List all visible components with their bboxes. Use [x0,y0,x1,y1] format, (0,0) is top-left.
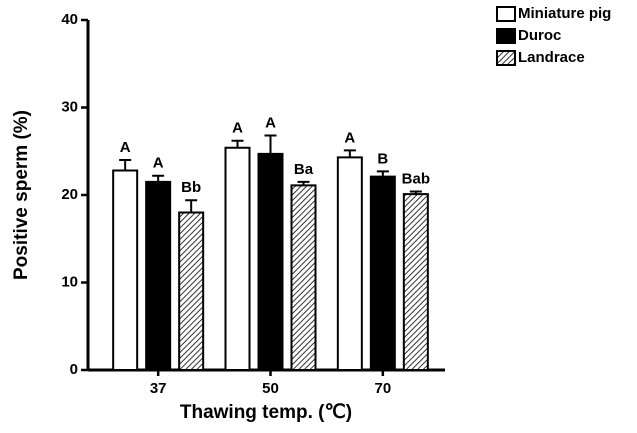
y-tick-label: 30 [61,98,78,115]
bar-annotation: Bb [181,179,201,196]
legend-label: Duroc [518,27,561,44]
bar [178,211,205,371]
bar [145,180,172,371]
legend-label: Landrace [518,49,585,66]
bar-annotation: A [153,155,164,172]
x-tick-label: 50 [262,380,279,397]
bar [402,193,429,371]
bar-annotation: Ba [294,161,314,178]
y-tick-label: 10 [61,273,78,290]
x-axis-title: Thawing temp. (℃) [180,402,352,423]
x-tick-label: 37 [150,380,167,397]
legend-label: Miniature pig [518,5,611,22]
legend-swatch [496,28,516,44]
bar [257,152,284,371]
bar-annotation: B [377,150,388,167]
bar [112,169,139,371]
bar [290,184,317,371]
bar [224,146,251,371]
bar-annotation: A [265,114,276,131]
legend-swatch [496,6,516,22]
bar [336,156,363,371]
y-axis-title: Positive sperm (%) [11,110,32,280]
y-tick-label: 0 [70,361,78,378]
bar-annotation: Bab [402,170,430,187]
bar-annotation: A [344,129,355,146]
y-tick-label: 40 [61,11,78,28]
legend-swatch [496,50,516,66]
y-tick-label: 20 [61,186,78,203]
bar-annotation: A [120,139,131,156]
bar [369,175,396,371]
x-tick-label: 70 [374,380,391,397]
bar-annotation: A [232,120,243,137]
